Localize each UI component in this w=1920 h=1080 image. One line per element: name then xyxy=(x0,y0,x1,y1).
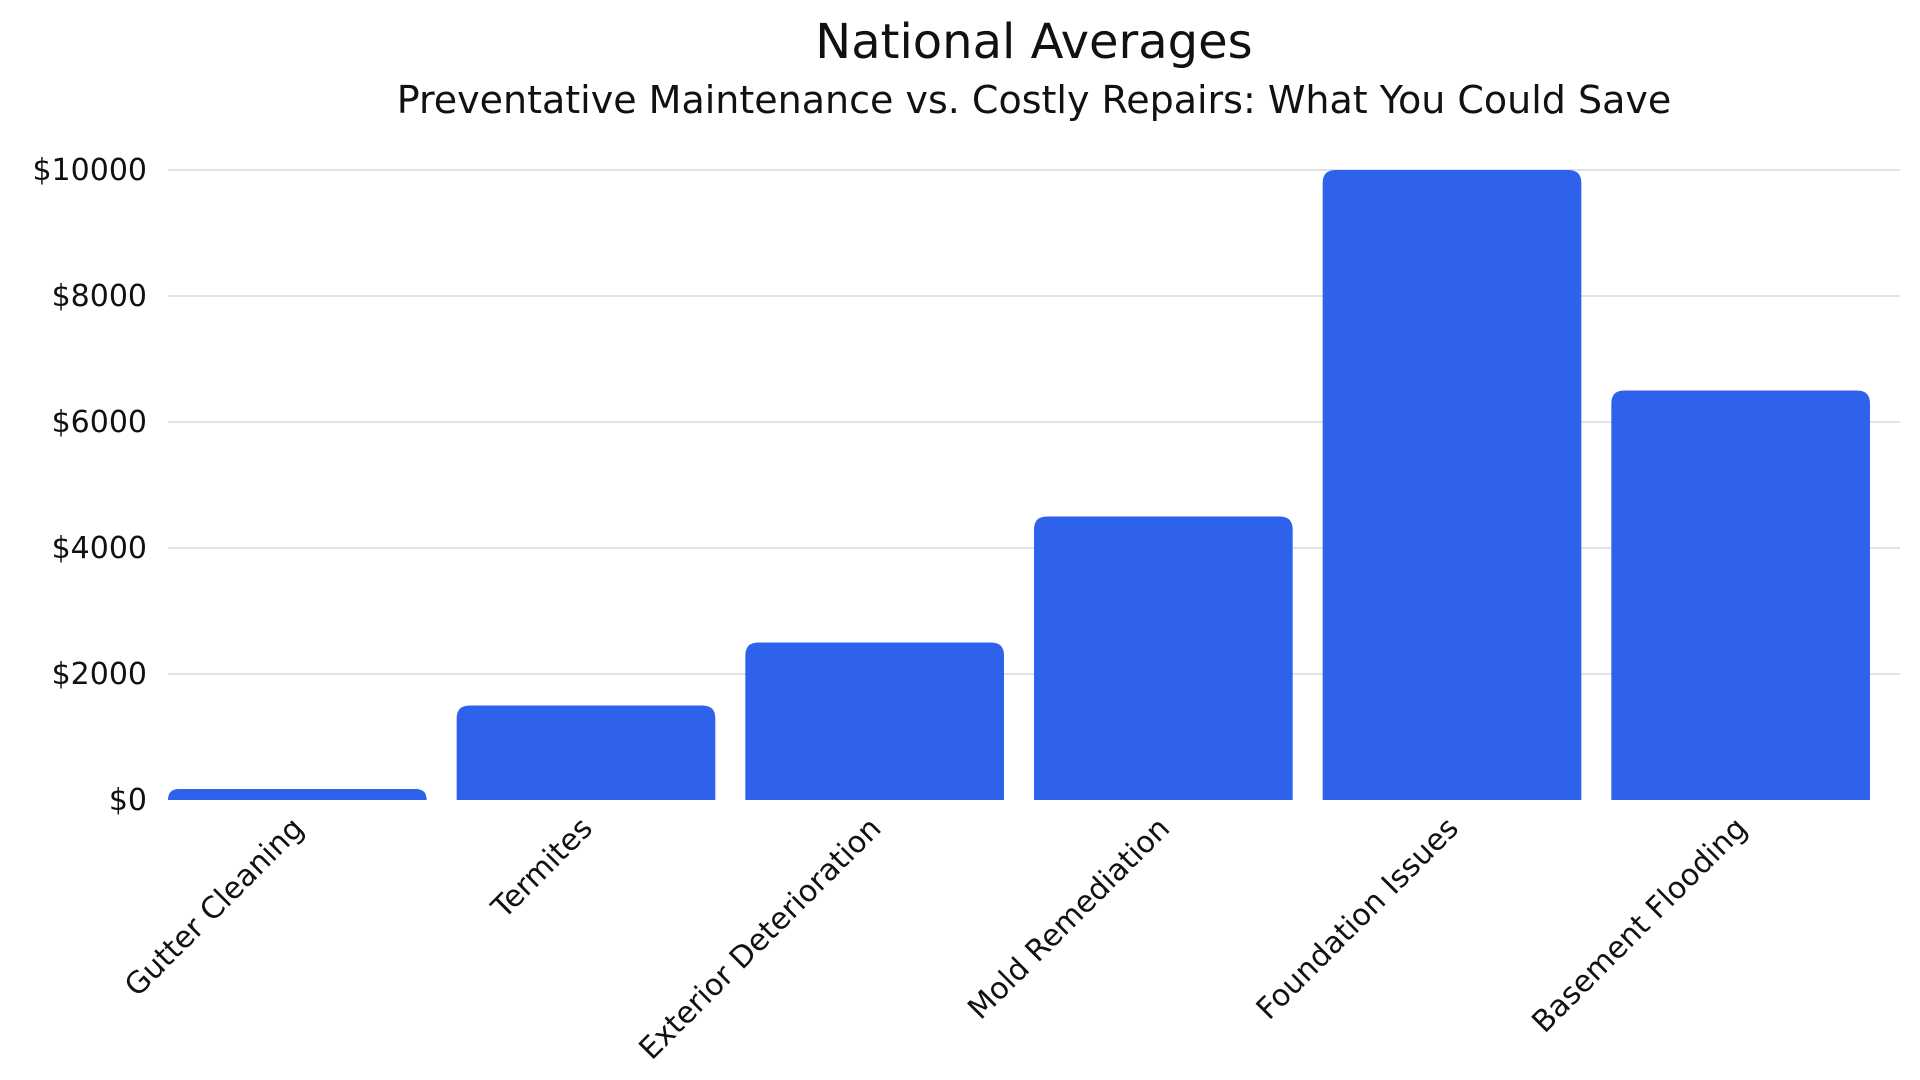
bar-gutter-cleaning xyxy=(168,788,427,800)
chart-subtitle: Preventative Maintenance vs. Costly Repa… xyxy=(397,78,1672,122)
x-tick-label: Mold Remediation xyxy=(961,811,1177,1027)
x-tick-label: Termites xyxy=(484,811,599,926)
y-tick-label: $2000 xyxy=(52,657,147,692)
y-tick-label: $8000 xyxy=(52,279,147,314)
y-tick-label: $6000 xyxy=(52,405,147,440)
bar-termites xyxy=(456,705,716,800)
y-tick-label: $0 xyxy=(109,783,147,818)
bar-mold-remediation xyxy=(1034,516,1293,800)
bar-foundation-issues xyxy=(1322,170,1582,800)
y-tick-label: $10000 xyxy=(32,153,147,188)
y-axis-ticks: $0 $2000 $4000 $6000 $8000 $10000 xyxy=(32,153,147,818)
bar-exterior-deterioration xyxy=(745,642,1004,800)
x-tick-label: Foundation Issues xyxy=(1250,811,1466,1027)
x-tick-label: Gutter Cleaning xyxy=(118,811,311,1004)
bars xyxy=(168,170,1870,800)
bar-basement-flooding xyxy=(1611,390,1870,800)
y-tick-label: $4000 xyxy=(52,531,147,566)
x-axis-labels: Gutter Cleaning Termites Exterior Deterior… xyxy=(118,811,1754,1067)
x-tick-label: Exterior Deterioration xyxy=(632,811,888,1067)
x-tick-label: Basement Flooding xyxy=(1525,811,1754,1040)
chart-title: National Averages xyxy=(815,14,1252,70)
